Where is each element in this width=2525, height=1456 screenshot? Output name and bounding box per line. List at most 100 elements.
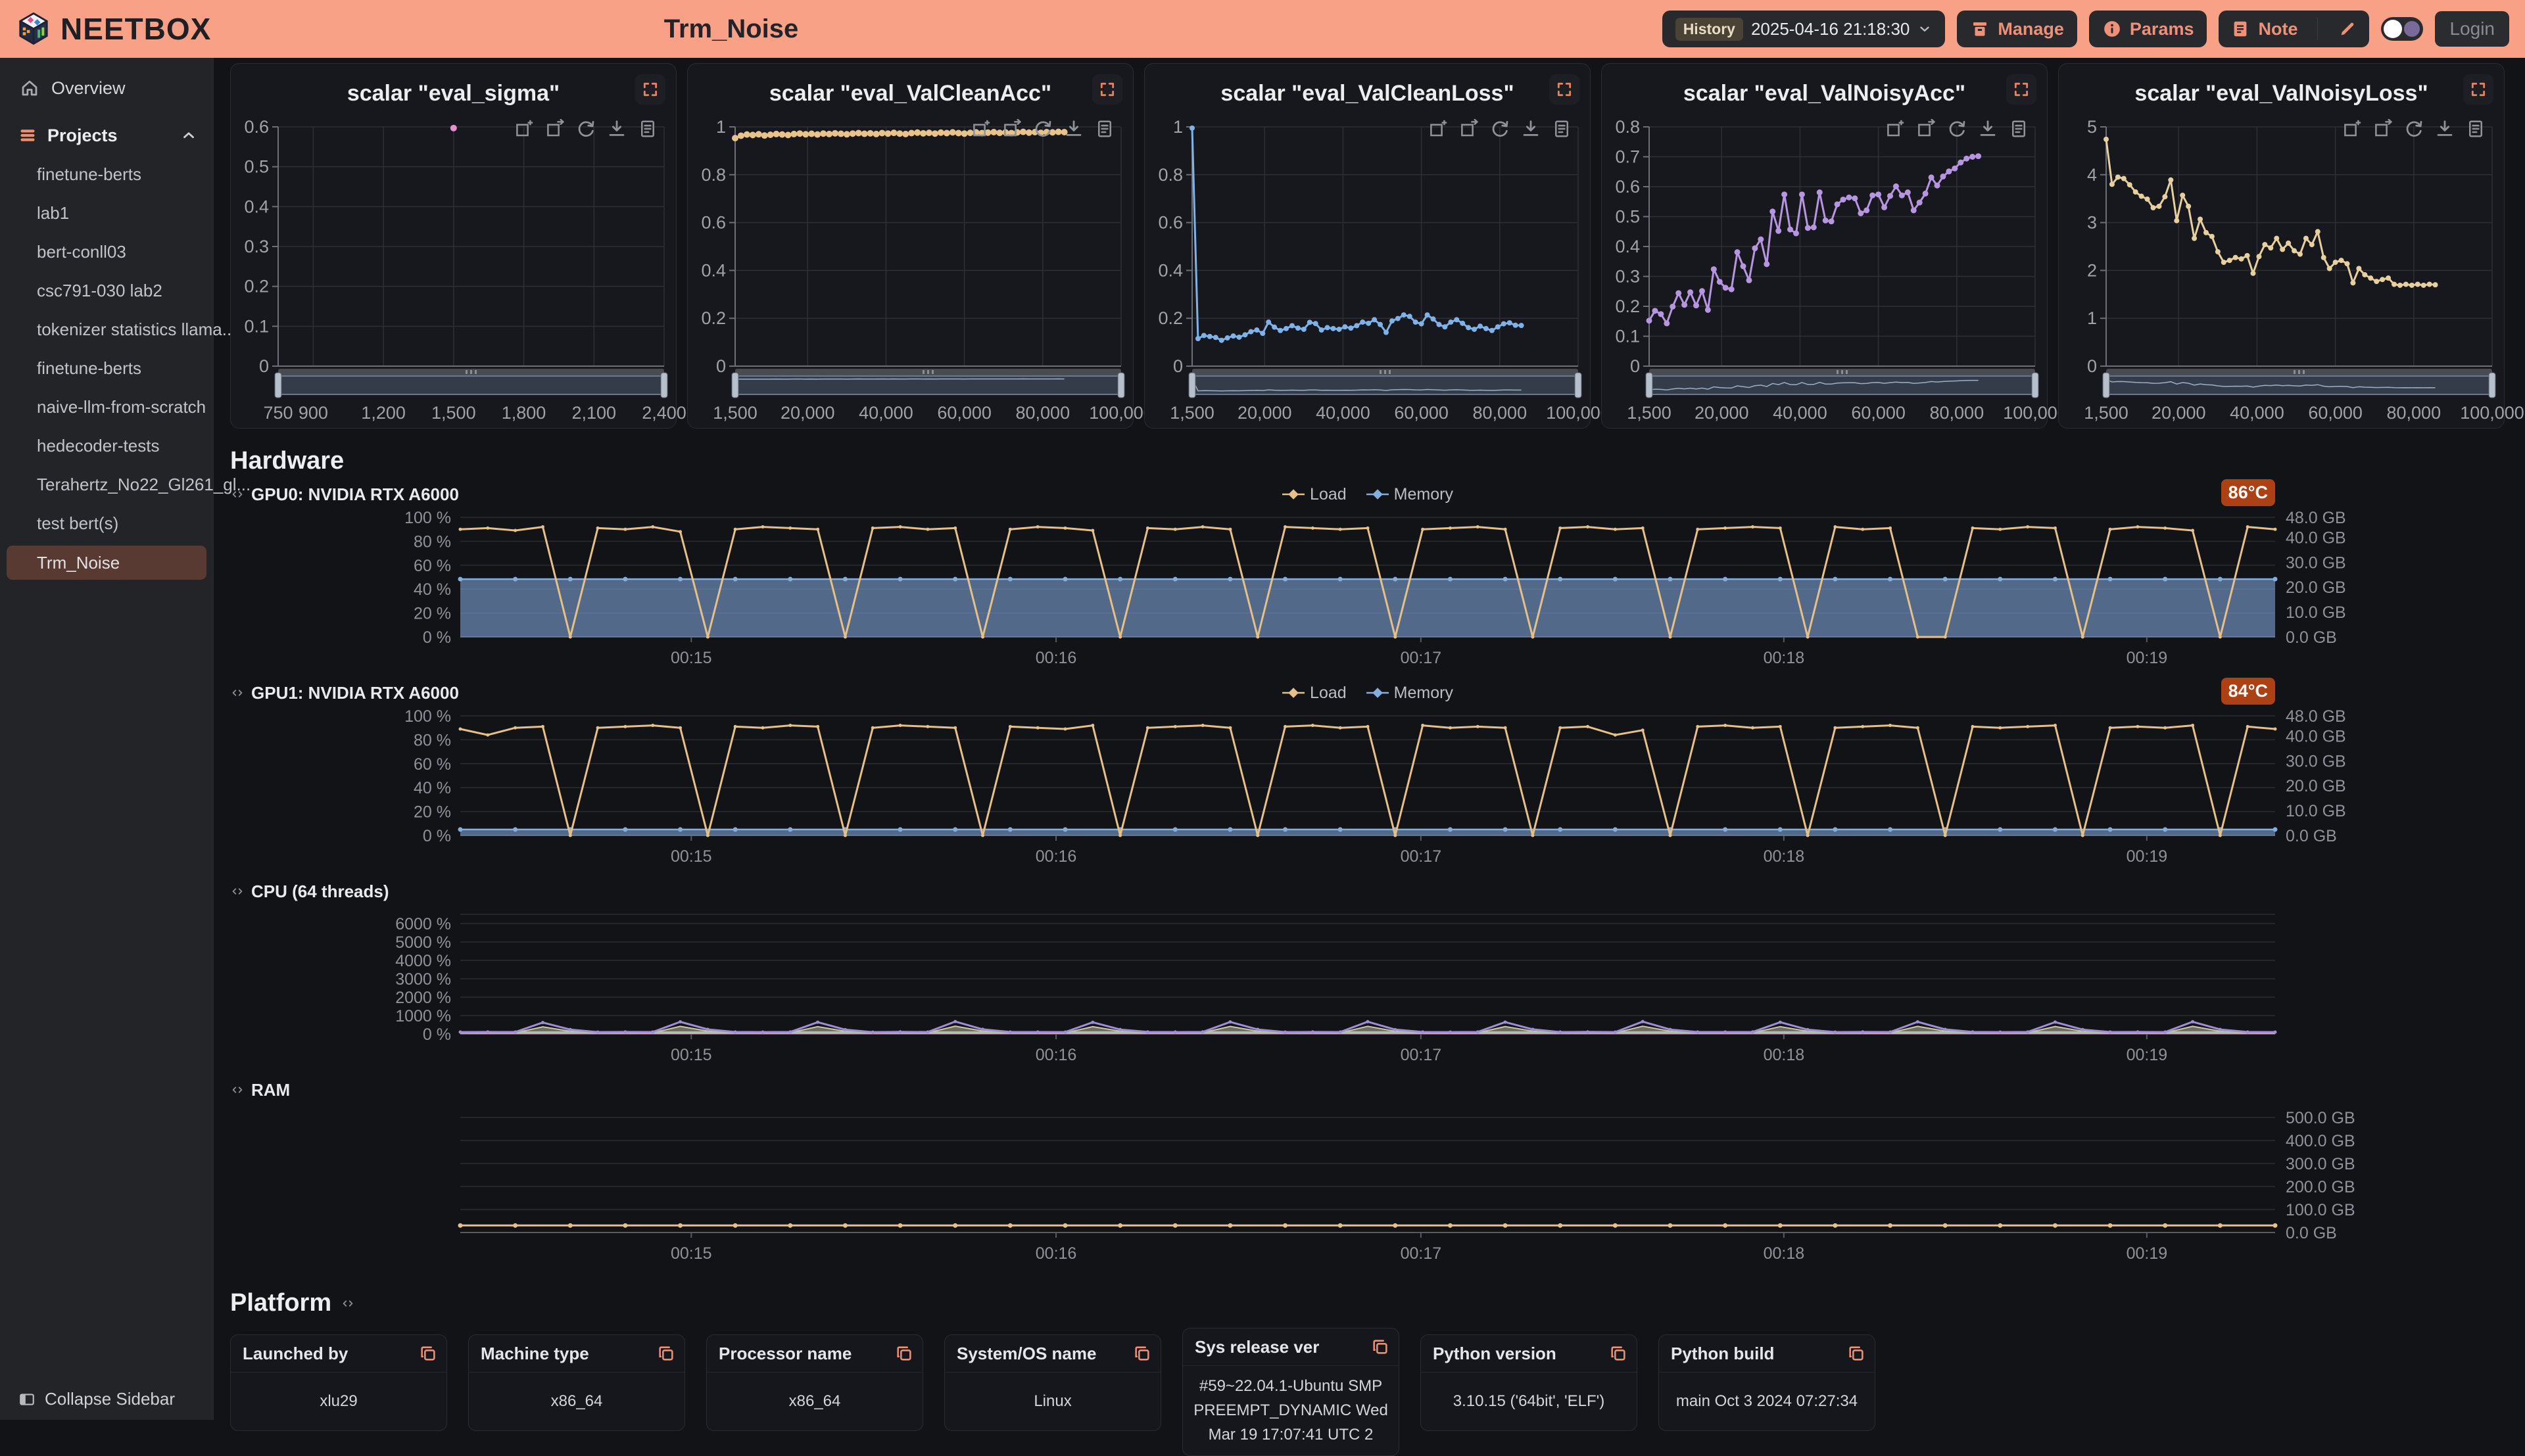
data-view-icon[interactable] (2466, 119, 2486, 139)
sidebar-item-project[interactable]: test bert(s) (37, 513, 119, 533)
legend-memory-label: Memory (1393, 484, 1453, 504)
fullscreen-button[interactable] (1549, 74, 1579, 105)
fullscreen-button[interactable] (2463, 74, 2493, 105)
sidebar-item-project[interactable]: hedecoder-tests (37, 436, 160, 456)
eval-sigma-chart[interactable]: 0 0.1 0.2 0.3 0.4 0.5 0.6 750 900 1,200 1,500 1,800… (231, 64, 686, 429)
projects-accordion-header[interactable]: Projects (0, 116, 213, 155)
svg-text:100,000: 100,000 (1546, 403, 1610, 423)
restore-icon[interactable] (1033, 119, 1053, 139)
ram-usage-chart[interactable]: 500.0 GB 400.0 GB 300.0 GB 200.0 GB 100.0 GB… (230, 1105, 2505, 1269)
svg-text:60,000: 60,000 (1851, 403, 1906, 423)
sidebar-item-project[interactable]: bert-conll03 (37, 242, 126, 262)
svg-text:10.0 GB: 10.0 GB (2286, 802, 2346, 820)
svg-text:10.0 GB: 10.0 GB (2286, 603, 2346, 622)
data-view-icon[interactable] (1095, 119, 1115, 139)
restore-icon[interactable] (1947, 119, 1967, 139)
legend-memory[interactable]: Memory (1366, 684, 1453, 703)
svg-text:100,000: 100,000 (2460, 403, 2524, 423)
divider (2317, 18, 2319, 40)
login-button[interactable]: Login (2435, 11, 2509, 47)
fullscreen-button[interactable] (635, 74, 665, 105)
copy-button[interactable] (891, 1340, 917, 1367)
sidebar-item-project[interactable]: tokenizer statistics llama... (37, 319, 237, 339)
note-button[interactable]: Note (2219, 11, 2309, 47)
history-selector[interactable]: History 2025-04-16 21:18:30 (1662, 11, 1946, 47)
zoom-icon[interactable] (971, 119, 991, 139)
legend-load-label: Load (1310, 683, 1347, 702)
svg-text:2,400: 2,400 (642, 403, 686, 423)
params-button[interactable]: Params (2088, 11, 2207, 47)
restore-icon[interactable] (2404, 119, 2424, 139)
zoom-icon[interactable] (1885, 119, 1905, 139)
svg-text:750: 750 (263, 403, 293, 423)
zoom-icon[interactable] (1428, 119, 1448, 139)
copy-button[interactable] (1843, 1340, 1869, 1367)
hardware-section-heading: Hardware (230, 447, 345, 475)
svg-text:80,000: 80,000 (2387, 403, 2441, 423)
copy-button[interactable] (1605, 1340, 1631, 1367)
edit-note-button[interactable] (2326, 11, 2369, 47)
theme-toggle[interactable] (2381, 17, 2424, 41)
data-view-icon[interactable] (1552, 119, 1572, 139)
sidebar-item-project-selected[interactable]: Trm_Noise (7, 546, 206, 580)
svg-text:80 %: 80 % (414, 731, 451, 749)
zoom-reset-icon[interactable] (1002, 119, 1022, 139)
copy-button[interactable] (653, 1340, 679, 1367)
sidebar-item-project[interactable]: finetune-berts (37, 358, 141, 378)
download-icon[interactable] (1064, 119, 1084, 139)
legend-memory-label: Memory (1393, 683, 1453, 702)
sidebar-item-project[interactable]: lab1 (37, 203, 70, 223)
svg-text:20,000: 20,000 (1695, 403, 1749, 423)
sidebar-item-project[interactable]: naive-llm-from-scratch (37, 397, 206, 417)
svg-text:1,500: 1,500 (1627, 403, 1671, 423)
zoom-reset-icon[interactable] (545, 119, 565, 139)
copy-button[interactable] (1129, 1340, 1155, 1367)
data-view-icon[interactable] (2009, 119, 2029, 139)
copy-button[interactable] (1367, 1334, 1393, 1360)
svg-text:00:15: 00:15 (671, 847, 712, 866)
collapse-sidebar-button[interactable]: Collapse Sidebar (18, 1389, 175, 1409)
legend-load[interactable]: Load (1282, 684, 1347, 703)
zoom-reset-icon[interactable] (2373, 119, 2393, 139)
svg-text:00:17: 00:17 (1401, 1046, 1442, 1064)
svg-text:2000 %: 2000 % (395, 989, 451, 1007)
sidebar-item-project[interactable]: csc791-030 lab2 (37, 281, 162, 300)
cpu-utilization-chart[interactable]: 6000 %5000 %4000 %3000 %2000 %1000 %0 % 0… (230, 906, 2505, 1071)
eval-valcleanloss-chart[interactable]: 0 0.2 0.4 0.6 0.8 1 1,500 20,000 40,000 60,000 80,… (1145, 64, 1610, 429)
svg-text:0.3: 0.3 (1615, 267, 1640, 287)
svg-text:0: 0 (716, 356, 726, 376)
sidebar-item-project[interactable]: finetune-berts (37, 164, 141, 184)
svg-text:2,100: 2,100 (571, 403, 616, 423)
download-icon[interactable] (1978, 119, 1998, 139)
sidebar-item-overview[interactable]: Overview (0, 67, 213, 109)
svg-text:00:15: 00:15 (671, 649, 712, 667)
svg-text:80,000: 80,000 (1473, 403, 1527, 423)
sidebar-item-project[interactable]: Terahertz_No22_Gl261_gl... (37, 475, 251, 494)
fullscreen-button[interactable] (2006, 74, 2036, 105)
zoom-reset-icon[interactable] (1916, 119, 1936, 139)
legend-memory[interactable]: Memory (1366, 485, 1453, 504)
svg-text:20 %: 20 % (414, 803, 451, 822)
download-icon[interactable] (1521, 119, 1541, 139)
zoom-reset-icon[interactable] (1459, 119, 1479, 139)
eval-valnoisyacc-chart[interactable]: 0 0.1 0.2 0.3 0.4 0.5 0.6 0.7 0.8 1,500 20,000 40,0… (1602, 64, 2067, 429)
download-icon[interactable] (607, 119, 627, 139)
svg-text:20 %: 20 % (414, 605, 451, 623)
fullscreen-button[interactable] (1092, 74, 1122, 105)
legend-load[interactable]: Load (1282, 485, 1347, 504)
data-view-icon[interactable] (638, 119, 658, 139)
eval-valcleanacc-chart[interactable]: 0 0.2 0.4 0.6 0.8 1 1,500 20,000 40,000 60,000 80,… (688, 64, 1153, 429)
manage-button[interactable]: Manage (1957, 11, 2077, 47)
copy-button[interactable] (415, 1340, 441, 1367)
restore-icon[interactable] (1490, 119, 1510, 139)
download-icon[interactable] (2435, 119, 2455, 139)
platform-card-value: main Oct 3 2024 07:27:34 (1675, 1392, 1858, 1411)
zoom-icon[interactable] (514, 119, 534, 139)
eval-valnoisyloss-chart[interactable]: 0 1 2 3 4 5 1,500 20,000 40,000 60,000 80,000 100,0… (2059, 64, 2524, 429)
svg-text:0.2: 0.2 (1158, 308, 1183, 328)
chart-card-eval-sigma: 0 0.1 0.2 0.3 0.4 0.5 0.6 750 900 1,200 1,500 1,800… (230, 63, 686, 429)
restore-icon[interactable] (576, 119, 596, 139)
zoom-icon[interactable] (2342, 119, 2362, 139)
